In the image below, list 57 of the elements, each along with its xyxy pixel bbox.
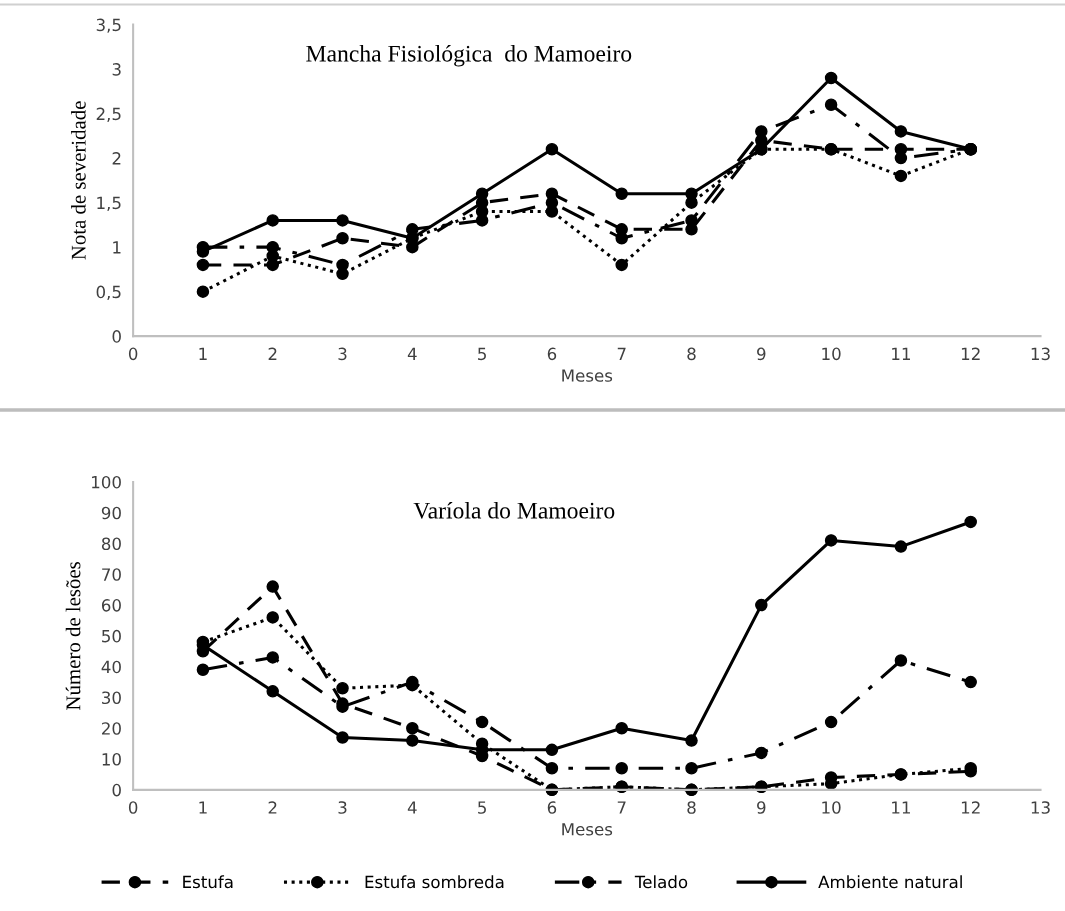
x-tick-label: 9 <box>757 801 766 814</box>
legend-label: Estufa sombreda <box>365 875 504 889</box>
x-tick-label: 5 <box>478 801 486 814</box>
x-tick-label: 9 <box>757 347 766 361</box>
x-tick-label: 4 <box>407 347 417 360</box>
x-tick-label: 5 <box>478 347 486 361</box>
x-tick-label: 6 <box>547 347 557 361</box>
x-tick-label: 10 <box>822 347 841 361</box>
text: Varíola do Mamoeiro <box>413 501 615 519</box>
y-tick-label: 10 <box>102 753 121 766</box>
y-tick-label: 0,5 <box>96 285 121 300</box>
y-tick-label: 2,5 <box>96 107 121 122</box>
y-tick-label: 30 <box>102 691 121 705</box>
x-tick-label: 7 <box>617 347 626 360</box>
legend-label: Telado <box>634 875 688 889</box>
x-tick-label: 2 <box>268 347 277 360</box>
y-tick-label: 20 <box>102 722 121 735</box>
x-tick-label: 8 <box>687 347 696 361</box>
x-tick-label: 3 <box>338 801 347 814</box>
y-tick-label: 3 <box>112 63 121 76</box>
y-tick-label: 1,5 <box>97 196 121 211</box>
x-tick-label: 7 <box>617 801 626 814</box>
x-tick-label: 11 <box>892 801 910 814</box>
x-tick-label: 2 <box>268 801 277 814</box>
x-tick-label: 1 <box>199 801 207 814</box>
x-tick-label: 3 <box>338 347 347 361</box>
x-tick-label: 0 <box>128 347 138 361</box>
x-tick-label: 13 <box>1031 347 1050 361</box>
y-tick-label: 70 <box>102 568 121 581</box>
x-tick-label: 11 <box>892 347 910 360</box>
x-tick-label: 10 <box>822 801 841 814</box>
y-tick-label: 50 <box>102 629 121 643</box>
x-tick-label: 1 <box>199 347 207 360</box>
x-tick-label: 12 <box>961 347 980 360</box>
y-tick-label: 90 <box>101 506 121 520</box>
y-axis-title: Número de lesões <box>65 562 81 710</box>
y-axis-title: Nota de severidade <box>71 101 86 260</box>
y-tick-label: 3,5 <box>96 18 121 33</box>
x-tick-label: 12 <box>961 801 980 814</box>
y-tick-label: 0 <box>112 783 121 797</box>
text: Mancha Fisiológica do Mamoeiro <box>306 45 632 67</box>
y-tick-label: 1 <box>113 241 121 254</box>
x-axis-title: Meses <box>562 369 613 382</box>
x-tick-label: 13 <box>1031 801 1050 814</box>
x-tick-label: 0 <box>128 801 138 814</box>
y-tick-label: 100 <box>92 475 121 489</box>
x-tick-label: 4 <box>407 801 417 814</box>
y-tick-label: 40 <box>101 660 121 674</box>
x-tick-label: 6 <box>547 801 557 814</box>
x-tick-label: 8 <box>687 801 696 814</box>
legend-label: Estufa <box>183 875 233 889</box>
x-axis-title: Meses <box>562 823 613 836</box>
y-tick-label: 60 <box>101 599 121 612</box>
y-tick-label: 2 <box>112 152 121 165</box>
y-tick-label: 0 <box>112 330 121 343</box>
legend-label: Ambiente natural <box>818 875 962 889</box>
y-tick-label: 80 <box>101 537 121 551</box>
